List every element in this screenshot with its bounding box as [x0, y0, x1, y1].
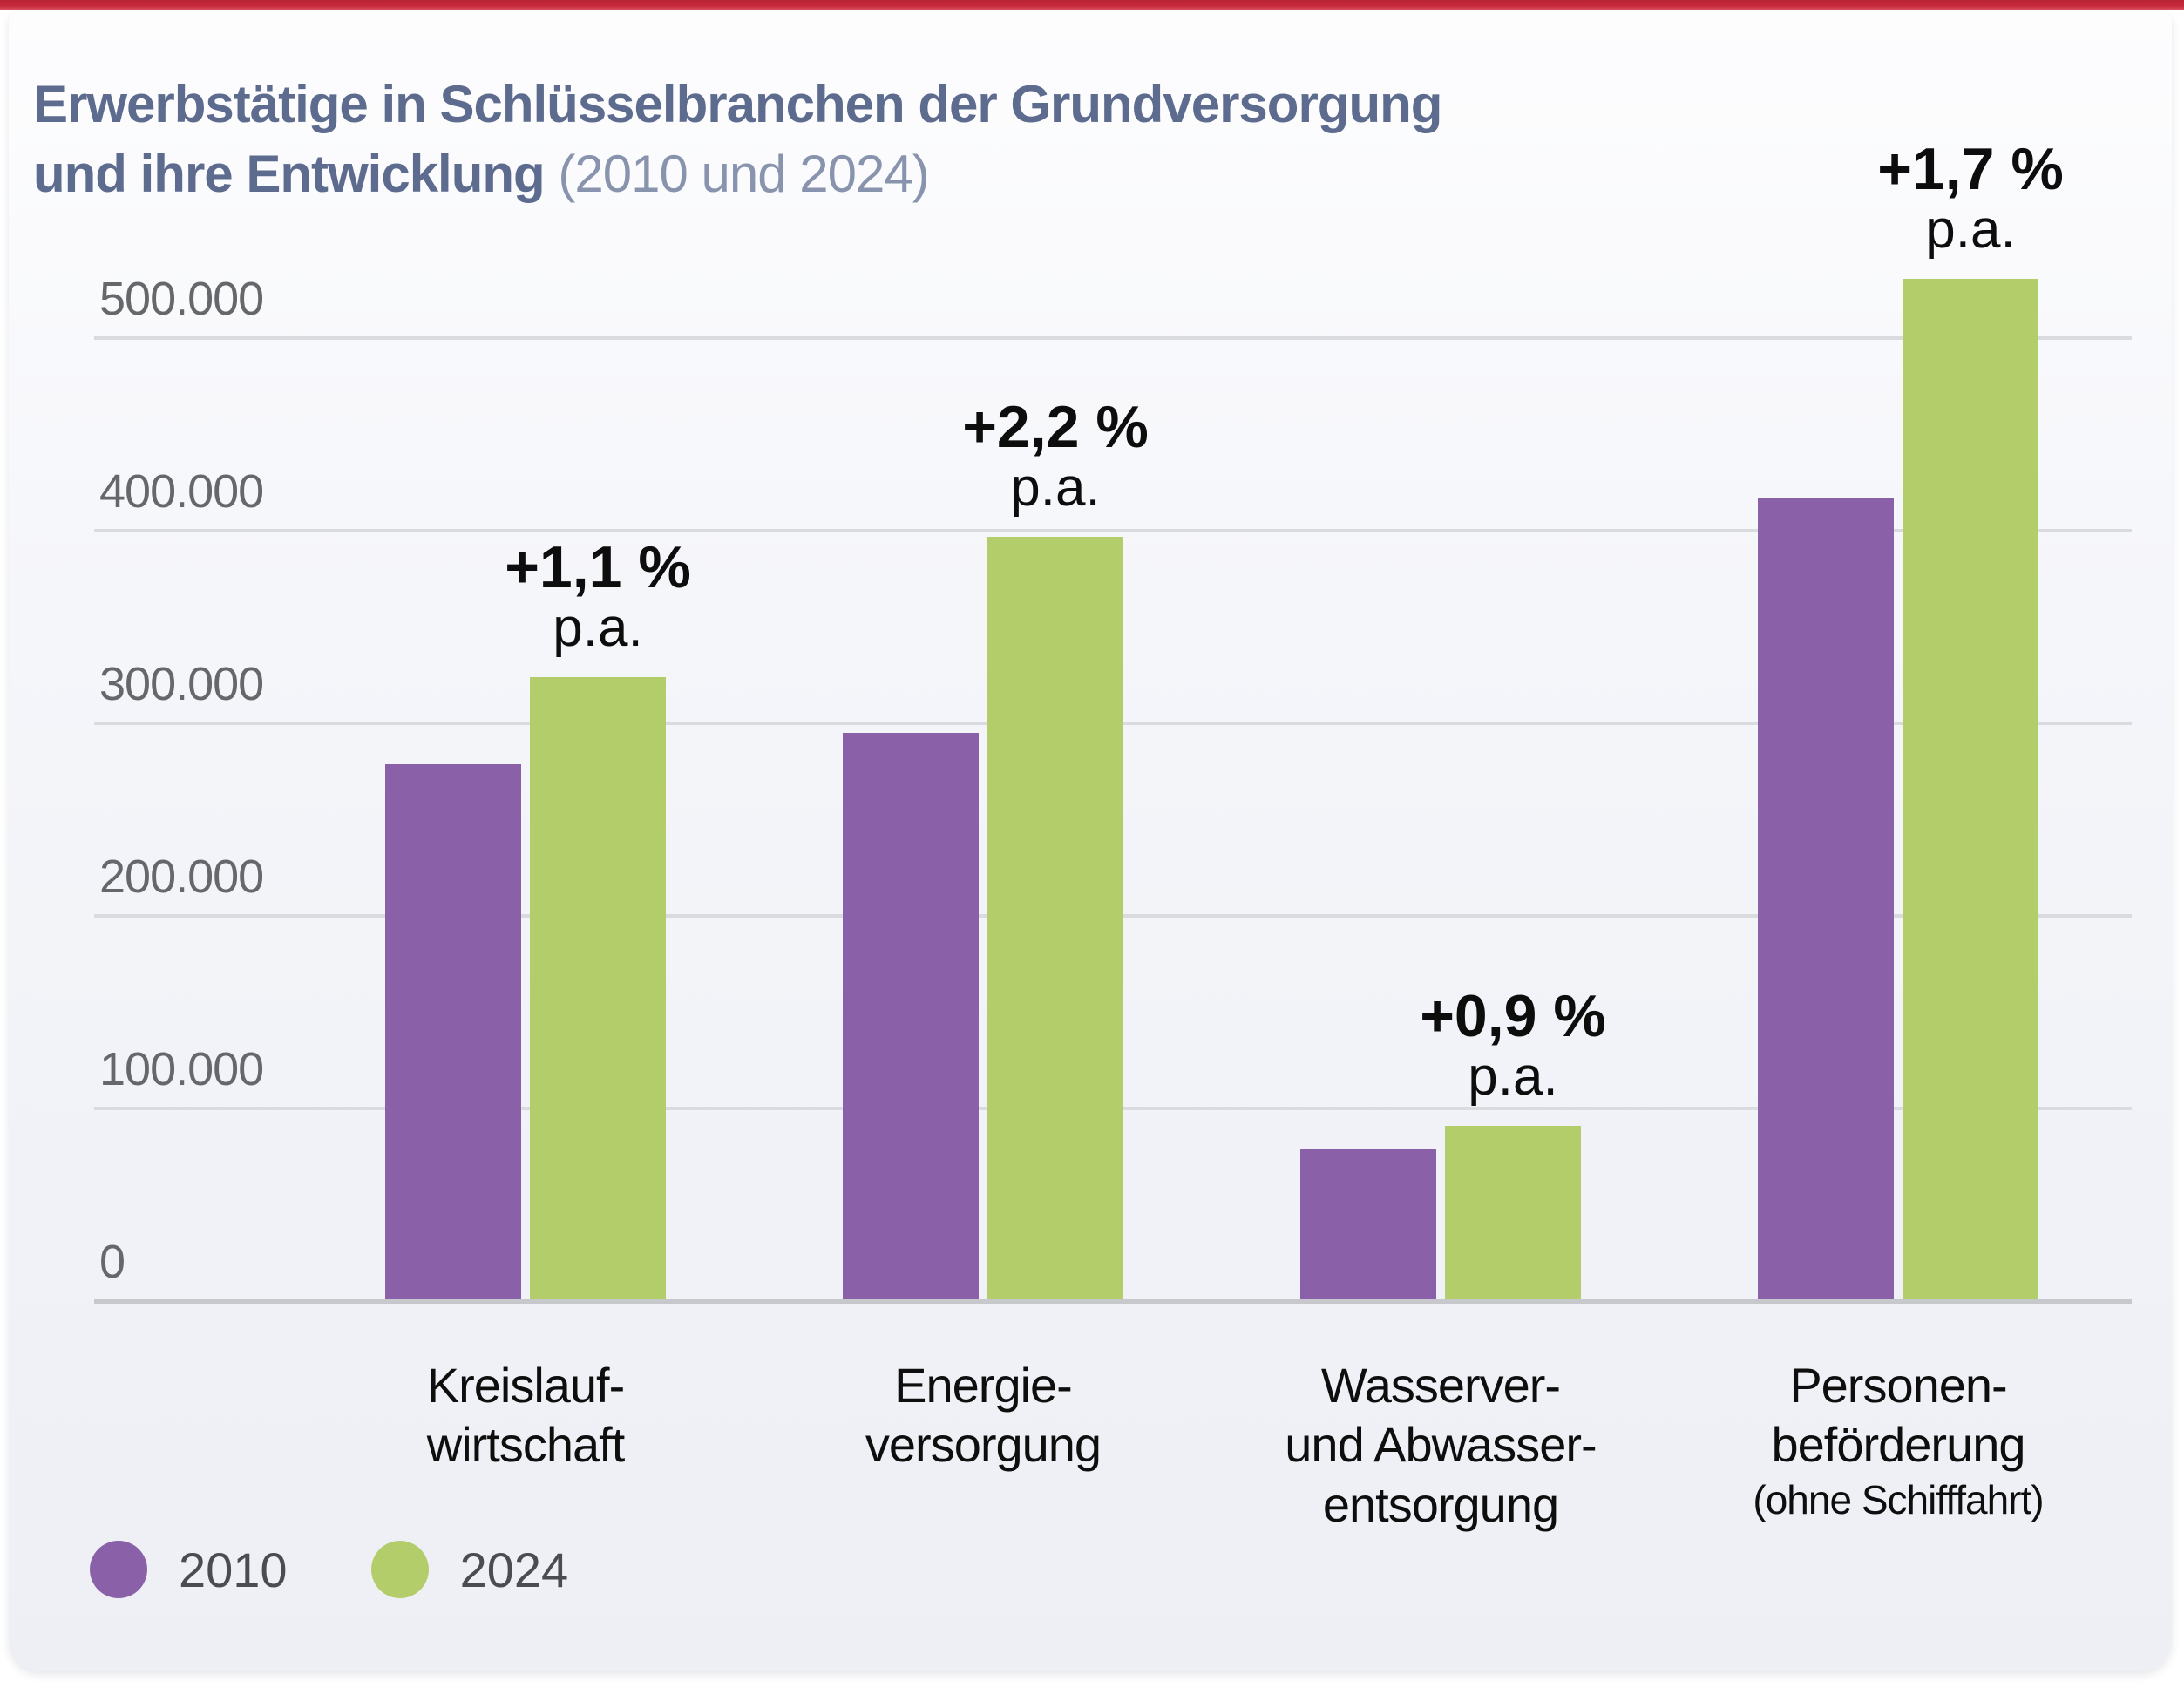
legend-label-2024: 2024 [459, 1542, 569, 1597]
gridline-500000 [94, 336, 2132, 340]
bar-2024-kreislaufwirtschaft [530, 677, 666, 1299]
chart-legend: 2010 2024 [90, 1541, 621, 1598]
chart-title-line2-light: (2010 und 2024) [544, 144, 929, 203]
legend-swatch-2010 [90, 1541, 147, 1598]
y-axis-tick-label: 300.000 [99, 658, 264, 710]
category-label-line: Personen- [1789, 1358, 2007, 1413]
bar-2010-wasserentsorgung [1300, 1149, 1436, 1299]
bar-2024-personenbefoerderung [1903, 278, 2038, 1299]
growth-rate-value: +0,9 % [1420, 983, 1606, 1050]
bar-2010-kreislaufwirtschaft [385, 763, 521, 1299]
category-label-line: Wasserver- [1320, 1358, 1561, 1413]
legend-swatch-2024 [370, 1541, 429, 1598]
y-axis-tick-label: 0 [99, 1236, 125, 1288]
growth-rate-value: +2,2 % [962, 393, 1149, 460]
category-label-energieversorgung: Energie-versorgung [865, 1356, 1102, 1475]
bar-2010-personenbefoerderung [1758, 498, 1894, 1299]
category-label-line: und Abwasser- [1285, 1417, 1597, 1473]
legend-label-2010: 2010 [179, 1542, 288, 1597]
bar-2010-energieversorgung [843, 733, 979, 1299]
category-label-line: Energie- [894, 1358, 1073, 1413]
legend-item-2024: 2024 [370, 1541, 569, 1598]
growth-rate-unit: p.a. [553, 598, 643, 659]
growth-annotation-personenbefoerderung: +1,7 % p.a. [1877, 139, 2064, 261]
chart-title-line2-bold: und ihre Entwicklung [33, 144, 546, 203]
bar-2024-wasserentsorgung [1445, 1126, 1581, 1299]
category-label-line: (ohne Schifffahrt) [1753, 1476, 2044, 1522]
chart-title-line1: Erwerbstätige in Schlüsselbranchen der G… [33, 75, 1442, 134]
category-label-personenbefoerderung: Personen-beförderung (ohne Schifffahrt) [1753, 1356, 2044, 1524]
growth-annotation-energieversorgung: +2,2 % p.a. [962, 397, 1149, 519]
category-label-line: beförderung [1771, 1417, 2025, 1473]
growth-rate-value: +1,7 % [1877, 135, 2064, 202]
growth-rate-unit: p.a. [1010, 457, 1101, 518]
growth-rate-unit: p.a. [1468, 1047, 1558, 1108]
category-label-line: entsorgung [1322, 1476, 1559, 1532]
growth-rate-unit: p.a. [1925, 199, 2016, 260]
category-label-line: versorgung [865, 1417, 1102, 1473]
category-label-wasserentsorgung: Wasserver-und Abwasser-entsorgung [1285, 1356, 1597, 1535]
chart-title: Erwerbstätige in Schlüsselbranchen der G… [33, 70, 1442, 209]
growth-annotation-wasserentsorgung: +0,9 % p.a. [1420, 986, 1606, 1108]
growth-rate-value: +1,1 % [505, 534, 691, 601]
top-accent-bar [0, 0, 2184, 10]
y-axis-tick-label: 400.000 [99, 465, 264, 518]
growth-annotation-kreislaufwirtschaft: +1,1 % p.a. [505, 538, 691, 659]
y-axis-tick-label: 100.000 [99, 1043, 264, 1095]
legend-item-2010: 2010 [90, 1541, 288, 1598]
y-axis-tick-label: 500.000 [99, 273, 264, 325]
bar-2024-energieversorgung [987, 536, 1123, 1299]
y-axis-tick-label: 200.000 [99, 851, 264, 903]
category-label-line: Kreislauf- [426, 1358, 626, 1413]
category-label-line: wirtschaft [426, 1417, 625, 1473]
category-label-kreislaufwirtschaft: Kreislauf-wirtschaft [426, 1356, 626, 1475]
gridline-0 [94, 1299, 2132, 1304]
gridline-400000 [94, 529, 2132, 532]
